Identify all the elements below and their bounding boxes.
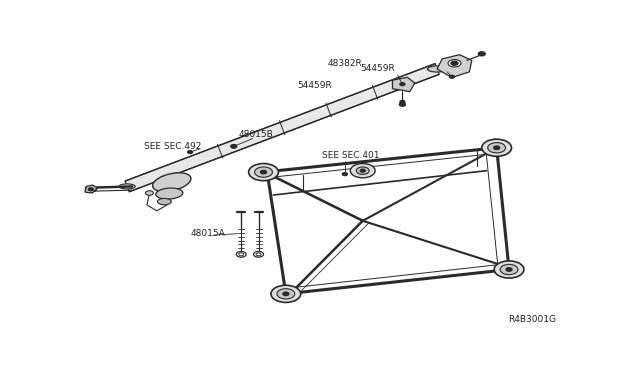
Circle shape (400, 100, 405, 103)
Circle shape (356, 167, 369, 174)
Circle shape (493, 146, 500, 150)
Circle shape (255, 167, 273, 177)
Polygon shape (392, 77, 415, 92)
Text: 48015A: 48015A (190, 229, 225, 238)
Circle shape (506, 268, 512, 271)
Polygon shape (85, 185, 97, 193)
Text: R4B3001G: R4B3001G (508, 315, 556, 324)
Text: 54459R: 54459R (297, 81, 332, 90)
Ellipse shape (86, 187, 97, 192)
Circle shape (277, 289, 295, 299)
Circle shape (478, 52, 485, 56)
Circle shape (500, 264, 518, 275)
Circle shape (231, 145, 237, 148)
Circle shape (236, 251, 246, 257)
Circle shape (449, 75, 454, 78)
Text: SEE SEC.401: SEE SEC.401 (322, 151, 380, 160)
Text: SEE SEC.492: SEE SEC.492 (145, 142, 202, 151)
Circle shape (253, 251, 264, 257)
Circle shape (342, 173, 348, 176)
Polygon shape (437, 55, 472, 78)
Circle shape (360, 169, 365, 172)
Circle shape (494, 261, 524, 278)
Ellipse shape (157, 198, 172, 205)
Ellipse shape (152, 173, 191, 192)
Circle shape (145, 191, 154, 195)
Circle shape (231, 145, 236, 148)
Circle shape (248, 164, 278, 181)
Circle shape (88, 188, 93, 191)
Circle shape (399, 103, 405, 106)
Circle shape (271, 285, 301, 302)
Ellipse shape (119, 184, 135, 189)
Circle shape (451, 61, 458, 65)
Text: 48015B: 48015B (239, 129, 273, 139)
Circle shape (488, 142, 506, 153)
Polygon shape (125, 64, 439, 192)
Text: 48382R: 48382R (328, 59, 363, 68)
Circle shape (188, 151, 193, 154)
Circle shape (283, 292, 289, 296)
Text: 54459R: 54459R (360, 64, 395, 73)
Circle shape (400, 83, 405, 86)
Circle shape (350, 164, 375, 178)
Circle shape (256, 253, 261, 256)
Ellipse shape (428, 66, 447, 72)
Circle shape (448, 60, 461, 67)
Circle shape (482, 139, 511, 156)
Circle shape (239, 253, 244, 256)
Circle shape (260, 170, 266, 174)
Ellipse shape (156, 188, 183, 199)
